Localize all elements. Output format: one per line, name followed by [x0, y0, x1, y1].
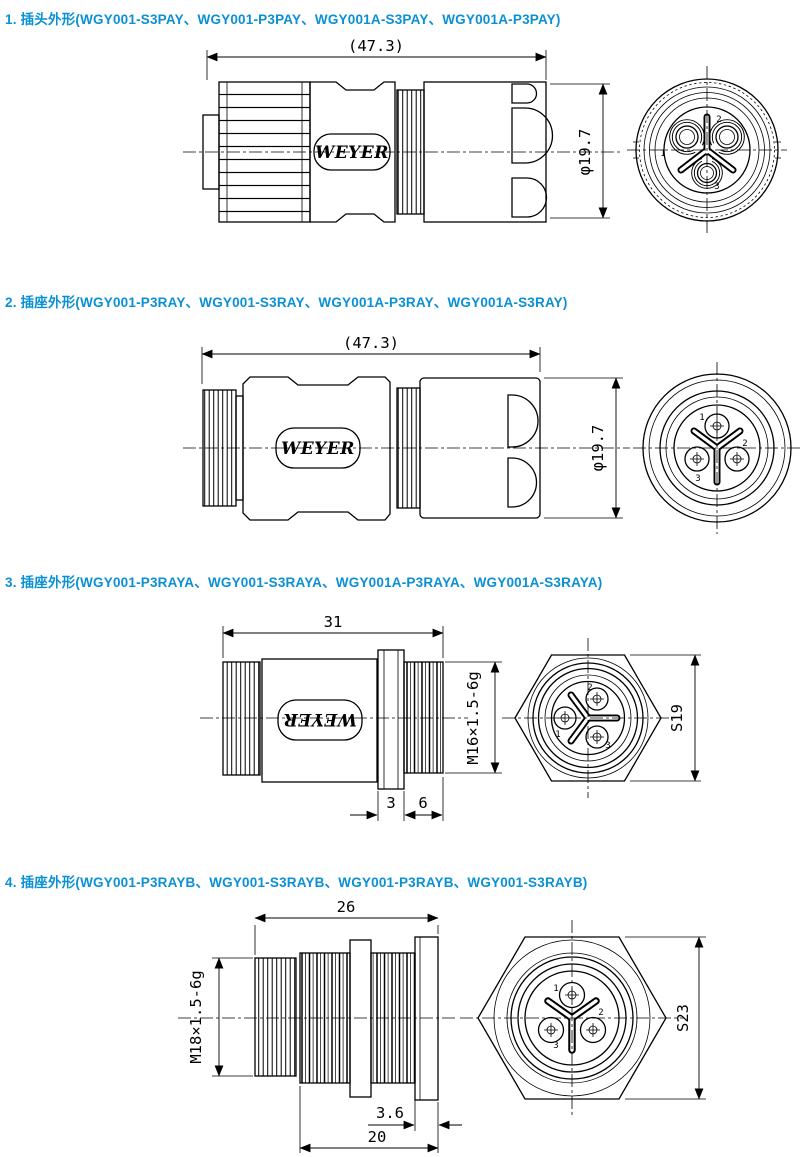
weyer-logo-frame [275, 427, 361, 469]
mounting-thread-right [370, 952, 416, 1084]
pin-label-2: 2 [587, 683, 592, 693]
pin-label-3: 3 [605, 741, 610, 751]
section-3-title: 3. 插座外形(WGY001-P3RAYA、WGY001-S3RAYA、WGY0… [5, 575, 603, 590]
section-4-title: 4. 插座外形(WGY001-P3RAYB、WGY001-S3RAYB、WGY0… [5, 875, 588, 890]
pin-label-3: 3 [695, 474, 700, 484]
section-3-end-view: 1 2 3 S19 [502, 638, 701, 798]
gland-clamp-windows [507, 394, 539, 508]
thread-dimension-label: M18×1.5-6g [187, 970, 205, 1063]
thread-dimension-label: M16×1.5-6g [464, 671, 482, 764]
flange-edge-lines [383, 650, 399, 789]
weyer-logo-frame [277, 699, 363, 741]
pin-label-2: 2 [716, 115, 721, 125]
pin-label-3: 3 [553, 1041, 558, 1051]
pin-label-1: 1 [699, 413, 704, 423]
pin-label-1: 1 [660, 149, 665, 159]
bayonet-tabs [633, 141, 781, 159]
thread-length-dim-label: 6 [418, 794, 427, 812]
cable-gland [423, 81, 547, 223]
crosshair [502, 638, 676, 798]
cable-gland [419, 377, 541, 519]
thread-extension-lines [212, 957, 253, 1077]
weyer-logo: WEYER [283, 709, 357, 729]
plug-body [309, 81, 396, 223]
weyer-logo-frame [313, 133, 391, 171]
crosshair [627, 66, 787, 234]
af-dimension-label: S19 [668, 704, 686, 732]
section-1-title: 1. 插头外形(WGY001-S3PAY、WGY001-P3PAY、WGY001… [5, 12, 561, 27]
coupling-thread [202, 389, 237, 507]
mount-length-dim-label: 20 [368, 1128, 387, 1146]
length-dimension-label: 31 [324, 613, 343, 631]
weyer-logo: WEYER [315, 143, 389, 163]
section-2-title: 2. 插座外形(WGY001-P3RAY、WGY001-S3RAY、WGY001… [5, 295, 568, 310]
section-2-side-view: (47.3) WEYER φ19.7 [183, 334, 630, 521]
coupling-thread [254, 957, 297, 1077]
section-1-side-view: (47.3) WEYER φ19.7 [183, 37, 622, 223]
crosshair [633, 362, 801, 534]
bulkhead-flange [414, 936, 439, 1101]
af-extension-lines [625, 936, 706, 1100]
section-4-side-view: M18×1.5-6g 26 3.6 20 [178, 898, 462, 1153]
mounting-flange [377, 649, 405, 790]
diameter-dimension-label: φ19.7 [589, 425, 607, 472]
coupling-thread [222, 661, 261, 776]
length-extension-lines [254, 925, 439, 955]
length-dimension-label: 26 [337, 898, 356, 916]
plug-grip-ribbed [218, 81, 311, 223]
seal-rings [396, 89, 425, 215]
weyer-logo-group: WEYER [277, 699, 363, 741]
pin-label-3: 3 [714, 182, 719, 192]
gland-clamp-windows [511, 83, 554, 218]
section-3-side-view: 31 WEYER M16×1.5-6g 3 6 [200, 613, 502, 821]
weyer-logo: WEYER [281, 439, 355, 459]
diameter-dimension-label: φ19.7 [576, 129, 594, 176]
pin-contacts [684, 413, 750, 472]
pin-label-2: 2 [598, 1008, 603, 1018]
jack-body [261, 658, 378, 783]
pin-label-1: 1 [553, 984, 558, 994]
pin-label-2: 2 [742, 439, 747, 449]
receptacle-body [242, 376, 391, 521]
section-1-end-view: 1 2 3 [627, 66, 787, 234]
mounting-thread [403, 661, 444, 774]
crosshair [460, 920, 684, 1116]
mounting-thread-left [299, 952, 351, 1084]
diameter-extension-lines [544, 377, 623, 519]
locking-band [349, 939, 372, 1098]
pin-label-1: 1 [555, 730, 560, 740]
seal-rings [396, 387, 421, 509]
section-4-end-view: 1 2 3 S23 [460, 920, 706, 1116]
flange-dim-label: 3 [386, 794, 395, 812]
section-2-end-view: 1 2 3 [633, 362, 801, 534]
flange-dim-label: 3.6 [376, 1104, 404, 1122]
length-dimension-label: (47.3) [348, 37, 404, 55]
bottom-extension-lines [377, 777, 444, 821]
af-extension-lines [630, 654, 701, 782]
grip-edge-lines [226, 82, 303, 222]
length-dimension-label: (47.3) [343, 334, 399, 352]
af-dimension-label: S23 [674, 1004, 692, 1032]
